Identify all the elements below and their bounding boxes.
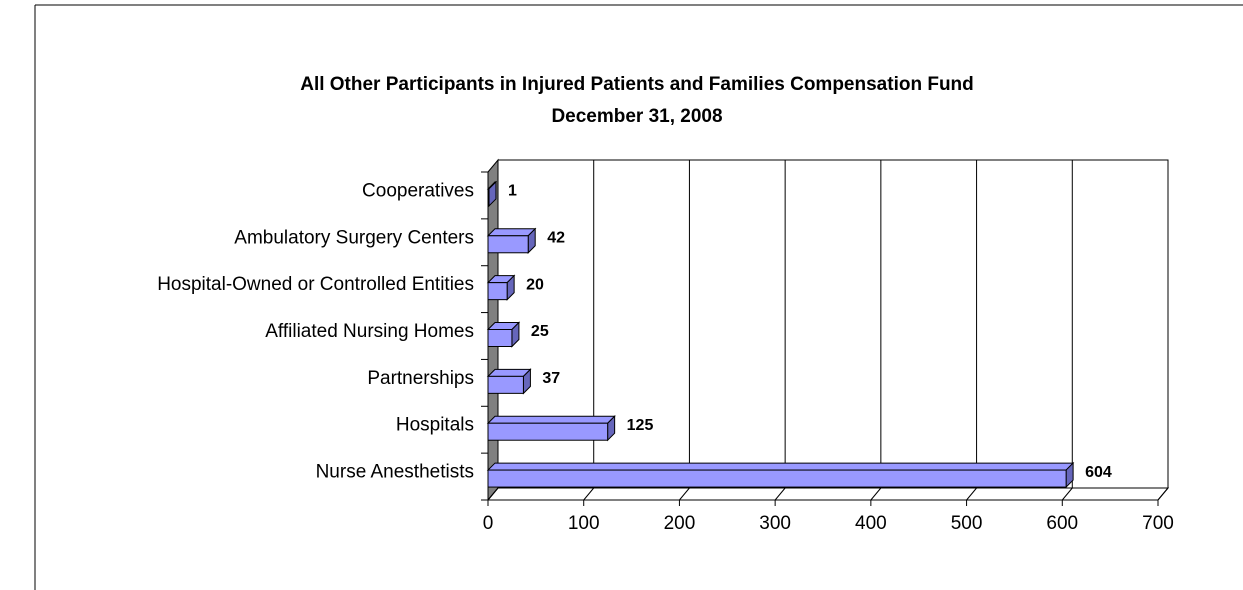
grid-floor (679, 487, 690, 501)
chart-title: All Other Participants in Injured Patien… (300, 74, 974, 95)
y-tick-label: Nurse Anesthetists (316, 462, 474, 483)
y-tick-label: Cooperatives (362, 180, 474, 201)
grid-floor (583, 487, 595, 501)
bar (487, 422, 609, 441)
bar (487, 375, 524, 394)
x-tick-label: 100 (568, 513, 600, 534)
floor (486, 487, 1170, 501)
grid-floor (774, 487, 786, 501)
grid-floor (870, 487, 882, 501)
bar (487, 188, 490, 207)
value-label: 42 (547, 230, 565, 247)
chart-subtitle: December 31, 2008 (551, 106, 722, 127)
y-tick-label: Hospital-Owned or Controlled Entities (157, 274, 474, 295)
value-label: 37 (542, 370, 560, 387)
bar (487, 469, 1067, 488)
grid-floor (966, 487, 977, 501)
grid-floor (1157, 487, 1169, 501)
x-tick-label: 600 (1046, 513, 1078, 534)
y-tick-label: Ambulatory Surgery Centers (234, 227, 474, 248)
x-tick-label: 0 (483, 513, 494, 534)
bar-top (486, 228, 537, 237)
x-tick-label: 200 (664, 513, 696, 534)
x-tick-label: 700 (1142, 513, 1174, 534)
value-label: 25 (531, 323, 549, 340)
bar (487, 235, 529, 254)
y-tick-label: Partnerships (367, 368, 474, 389)
y-tick-label: Hospitals (396, 415, 474, 436)
bar (487, 282, 508, 301)
value-label: 604 (1085, 464, 1112, 481)
grid-floor (487, 487, 499, 501)
x-tick-label: 400 (855, 513, 887, 534)
value-label: 125 (627, 417, 654, 434)
grid-floor (1061, 487, 1073, 501)
value-label: 1 (508, 183, 517, 200)
bar-top (486, 415, 616, 424)
value-label: 20 (526, 276, 544, 293)
x-tick-label: 500 (951, 513, 983, 534)
bar-top (486, 462, 1075, 471)
y-tick-label: Affiliated Nursing Homes (265, 321, 474, 342)
x-tick-label: 300 (759, 513, 791, 534)
bar (487, 329, 513, 347)
